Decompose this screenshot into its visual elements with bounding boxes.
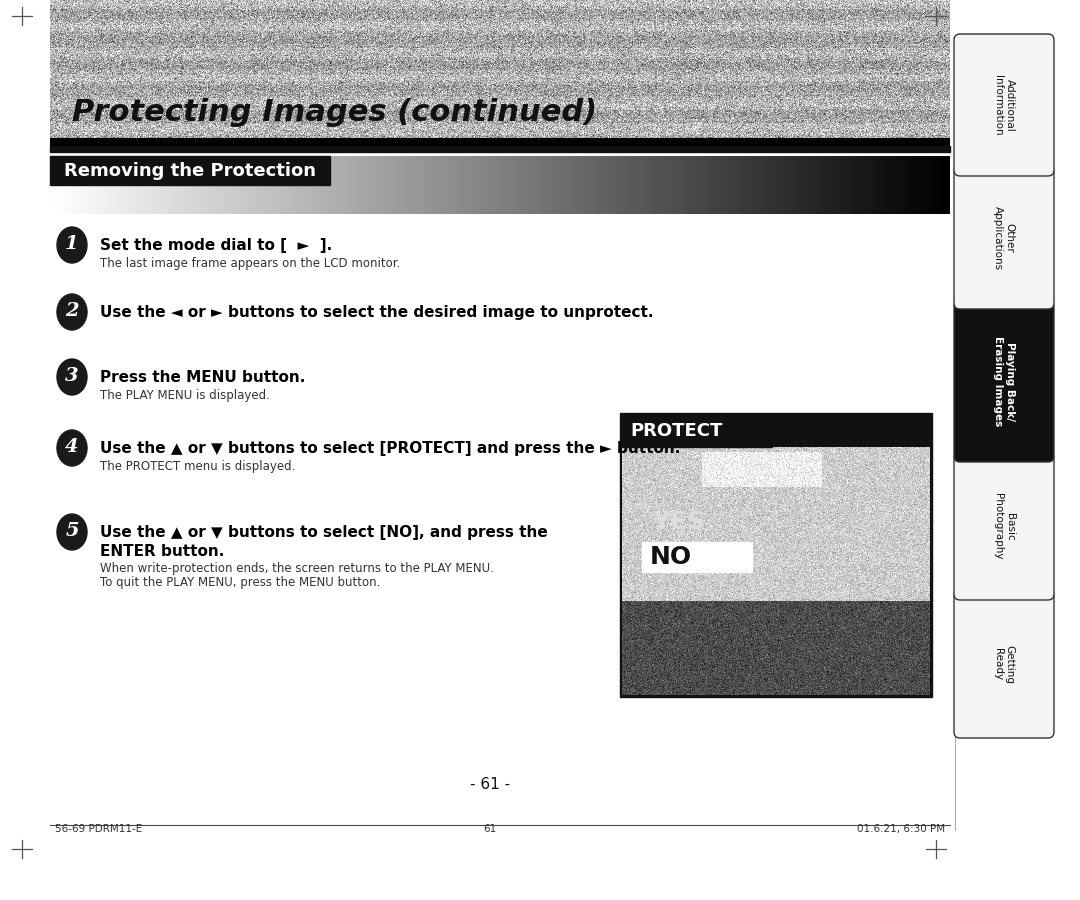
Text: YES: YES: [652, 510, 705, 534]
Text: Use the ▲ or ▼ buttons to select [PROTECT] and press the ► button.: Use the ▲ or ▼ buttons to select [PROTEC…: [100, 441, 680, 456]
Text: PROTECT: PROTECT: [630, 422, 723, 440]
Text: 3: 3: [65, 367, 79, 385]
Text: To quit the PLAY MENU, press the MENU button.: To quit the PLAY MENU, press the MENU bu…: [100, 576, 380, 589]
Text: 4: 4: [65, 438, 79, 456]
Ellipse shape: [57, 430, 87, 466]
Text: Protecting Images (continued): Protecting Images (continued): [72, 98, 597, 127]
Text: NO: NO: [650, 545, 692, 569]
Bar: [622, 415, 772, 447]
FancyBboxPatch shape: [954, 300, 1054, 462]
Ellipse shape: [57, 227, 87, 263]
Text: 5: 5: [65, 522, 79, 540]
Text: 61: 61: [484, 824, 497, 834]
Ellipse shape: [57, 514, 87, 550]
Text: Use the ◄ or ► buttons to select the desired image to unprotect.: Use the ◄ or ► buttons to select the des…: [100, 305, 653, 320]
FancyBboxPatch shape: [954, 167, 1054, 309]
Text: 1: 1: [65, 235, 79, 253]
Bar: [50, 146, 950, 152]
Text: When write-protection ends, the screen returns to the PLAY MENU.: When write-protection ends, the screen r…: [100, 562, 494, 575]
Text: Set the mode dial to [  ►  ].: Set the mode dial to [ ► ].: [100, 238, 333, 253]
Text: The PLAY MENU is displayed.: The PLAY MENU is displayed.: [100, 389, 270, 402]
Text: Other
Applications: Other Applications: [994, 206, 1015, 270]
Bar: [642, 542, 752, 572]
FancyBboxPatch shape: [954, 34, 1054, 176]
FancyBboxPatch shape: [954, 591, 1054, 738]
Bar: [620, 413, 932, 697]
Text: Basic
Photography: Basic Photography: [994, 493, 1015, 560]
Text: 56-69 PDRM11-E: 56-69 PDRM11-E: [55, 824, 143, 834]
Text: 01.6.21, 6:30 PM: 01.6.21, 6:30 PM: [856, 824, 945, 834]
Text: Removing the Protection: Removing the Protection: [64, 161, 316, 179]
Text: Use the ▲ or ▼ buttons to select [NO], and press the: Use the ▲ or ▼ buttons to select [NO], a…: [100, 525, 548, 540]
FancyBboxPatch shape: [954, 453, 1054, 600]
Bar: [50, 156, 330, 185]
Text: 2: 2: [65, 302, 79, 320]
Ellipse shape: [57, 359, 87, 395]
Text: Getting
Ready: Getting Ready: [994, 645, 1015, 684]
Ellipse shape: [57, 294, 87, 330]
Text: Press the MENU button.: Press the MENU button.: [100, 370, 306, 385]
Text: The PROTECT menu is displayed.: The PROTECT menu is displayed.: [100, 460, 295, 473]
Text: Playing Back/
Erasing Images: Playing Back/ Erasing Images: [994, 336, 1015, 426]
Text: - 61 -: - 61 -: [470, 777, 510, 792]
Text: The last image frame appears on the LCD monitor.: The last image frame appears on the LCD …: [100, 257, 401, 270]
Text: Additional
Information: Additional Information: [994, 75, 1015, 135]
Text: ENTER button.: ENTER button.: [100, 544, 225, 559]
